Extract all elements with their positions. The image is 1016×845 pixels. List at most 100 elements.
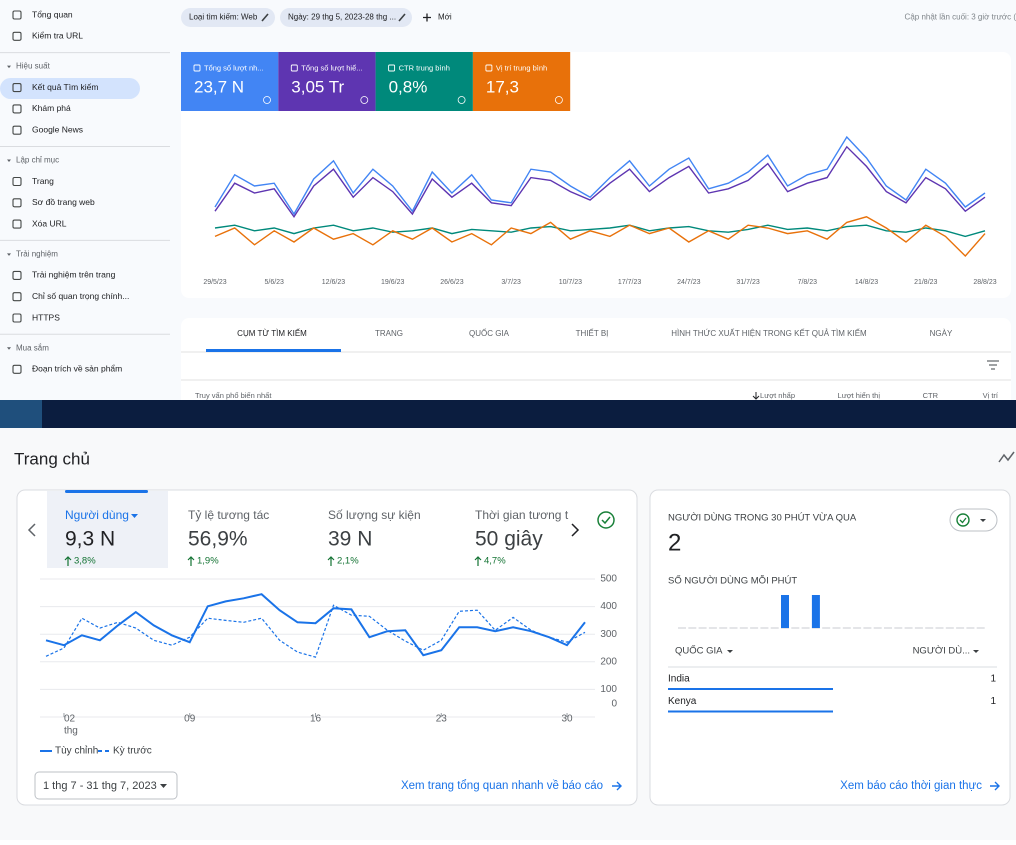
date-range[interactable]: 1 thg 7 - 31 thg 7, 2023 [43, 780, 157, 792]
filter-icon[interactable] [987, 360, 999, 370]
y-tick-label: 300 [600, 629, 617, 640]
metric-label[interactable]: Người dùng [65, 508, 129, 522]
nav-icon [12, 292, 22, 302]
nav-item[interactable]: Kết quả Tìm kiếm [32, 82, 98, 92]
series-line [214, 216, 986, 258]
series-line [45, 593, 586, 657]
compare-icon[interactable] [597, 511, 615, 529]
nav-item[interactable]: Google News [32, 124, 83, 134]
link-arrow [990, 781, 1000, 791]
users-bar [668, 688, 833, 690]
nav-icon [12, 31, 22, 41]
new-filter[interactable]: Mới [438, 13, 452, 22]
edit-icon [261, 13, 269, 22]
nav-icon [12, 176, 22, 187]
country: Kenya [668, 696, 697, 707]
nav-item[interactable]: Chỉ số quan trọng chính... [32, 291, 129, 301]
filter-chip[interactable] [181, 8, 275, 27]
metric-value: 56,9% [188, 528, 248, 551]
x-tick-label: 7/8/23 [798, 279, 818, 286]
x-tick-label: 21/8/23 [914, 279, 937, 286]
nav-item[interactable]: Xóa URL [32, 218, 67, 228]
nav-item[interactable]: Sơ đồ trang web [32, 197, 95, 207]
prev-arrow[interactable] [27, 523, 36, 537]
scorecard[interactable] [181, 52, 279, 111]
nav-item[interactable]: Khám phá [32, 103, 71, 113]
metric-caret [131, 514, 138, 518]
legend-label: Tùy chỉnh [55, 745, 98, 757]
plus-icon [423, 13, 431, 22]
selected-metric-bar [65, 490, 148, 493]
x-tick-label: 23 [436, 714, 448, 725]
up-arrow [64, 556, 72, 566]
sort-caret [973, 650, 979, 653]
table-header[interactable]: CTR [923, 391, 939, 400]
date-selector[interactable] [34, 771, 178, 800]
help-icon [555, 96, 563, 104]
active-nav-pill [0, 78, 140, 99]
scorecard[interactable] [472, 52, 571, 111]
table-column[interactable]: QUỐC GIA [675, 645, 723, 657]
series-line [45, 604, 586, 658]
help-icon [263, 96, 271, 104]
scorecard-label: CTR trung bình [399, 63, 450, 72]
separator-band-accent [0, 400, 42, 428]
metric-value: 39 N [328, 528, 372, 551]
tab[interactable]: QUỐC GIA [469, 328, 510, 338]
nav-icon [12, 270, 22, 280]
metric-label[interactable]: Tỷ lệ tương tác [188, 508, 269, 522]
insights-icon[interactable] [998, 451, 1015, 463]
scorecard-checkbox [290, 64, 298, 72]
table-header[interactable]: Lượt hiển thị [838, 391, 881, 400]
next-arrow[interactable] [571, 523, 580, 537]
up-arrow [187, 556, 195, 566]
nav-item[interactable]: Trải nghiệm trên trang [32, 270, 116, 280]
tab[interactable]: NGÀY [930, 329, 953, 338]
scorecard-value: 17,3 [486, 77, 519, 96]
nav-item[interactable]: HTTPS [32, 312, 60, 322]
x-tick-label: 24/7/23 [677, 279, 700, 286]
realtime-link[interactable]: Xem báo cáo thời gian thực [840, 780, 982, 792]
scorecard[interactable] [278, 52, 376, 111]
users: 1 [990, 674, 996, 685]
overview-link[interactable]: Xem trang tổng quan nhanh về báo cáo [401, 780, 603, 792]
y-tick-label: 0 [611, 699, 617, 710]
nav-item[interactable]: Tổng quan [32, 9, 73, 19]
caret [7, 347, 11, 350]
metric-change: 1,9% [197, 556, 219, 567]
nav-item[interactable]: Trang [32, 176, 54, 186]
metric-label[interactable]: Thời gian tương t [475, 508, 569, 522]
nav-item[interactable]: Đoạn trích về sản phẩm [32, 364, 122, 374]
metric-value: 50 giây [475, 528, 543, 551]
x-tick-label: 5/6/23 [264, 279, 284, 286]
table-column[interactable]: NGƯỜI DÙ... [913, 646, 970, 657]
performance-card [181, 52, 1011, 298]
tab[interactable]: TRANG [375, 329, 403, 338]
scorecard-label: Tổng số lượt nh... [204, 63, 264, 72]
table-header[interactable]: Vị trí [983, 391, 999, 400]
filter-chip[interactable] [280, 8, 412, 27]
caret [7, 65, 11, 69]
metric-label[interactable]: Số lượng sự kiện [328, 508, 421, 522]
tab[interactable]: CỤM TỪ TÌM KIẾM [237, 328, 307, 338]
metric-value: 9,3 N [65, 528, 115, 551]
date-caret [160, 784, 167, 788]
series-line [214, 224, 986, 238]
scorecard[interactable] [375, 52, 473, 111]
nav-icon [12, 125, 22, 135]
last-updated: Cập nhật lần cuối: 3 giờ trước ( [905, 13, 1016, 22]
tab[interactable]: THIẾT BỊ [576, 328, 609, 338]
y-tick-label: 500 [600, 574, 617, 585]
tab[interactable]: HÌNH THỨC XUẤT HIỆN TRONG KẾT QUẢ TÌM KI… [671, 328, 867, 338]
nav-item[interactable]: Kiểm tra URL [32, 31, 83, 41]
overview-card [16, 489, 638, 806]
compare-check [601, 516, 611, 525]
nav-icon [12, 364, 22, 374]
search-console: Tổng quan Kiểm tra URL Hiệu suất Kết quả Tì… [0, 8, 1016, 400]
nav-icon [12, 104, 22, 114]
x-tick-label: 3/7/23 [501, 279, 521, 286]
legend-label: Kỳ trước [113, 746, 152, 757]
nav-heading: Lập chỉ mục [16, 156, 59, 165]
table-header[interactable]: Lượt nhấp [760, 391, 795, 400]
x-tick-label: 10/7/23 [559, 279, 582, 286]
